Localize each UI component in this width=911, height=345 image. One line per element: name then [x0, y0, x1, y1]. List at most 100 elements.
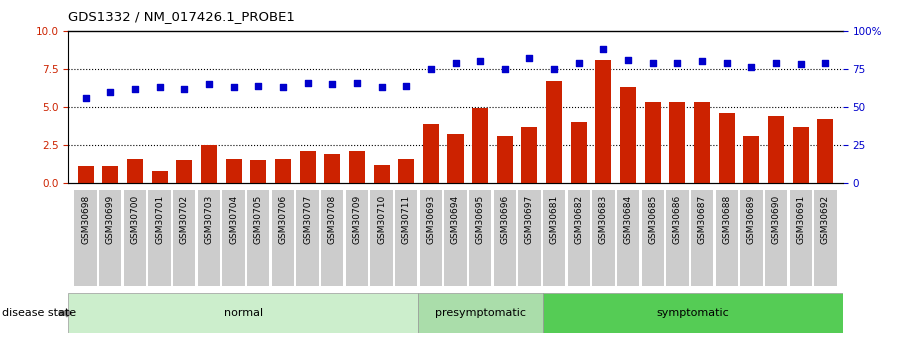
Bar [371, 190, 393, 286]
Bar [99, 190, 121, 286]
Bar [398, 159, 415, 183]
Text: GDS1332 / NM_017426.1_PROBE1: GDS1332 / NM_017426.1_PROBE1 [68, 10, 295, 23]
Point [720, 60, 734, 66]
Bar [447, 134, 464, 183]
Point [128, 86, 142, 91]
Text: GSM30687: GSM30687 [698, 195, 707, 244]
Point [325, 81, 340, 87]
Text: GSM30695: GSM30695 [476, 195, 485, 244]
Bar [201, 145, 217, 183]
Point [448, 60, 463, 66]
Bar [620, 87, 636, 183]
Bar [198, 190, 220, 286]
Bar [543, 190, 565, 286]
Text: GSM30697: GSM30697 [525, 195, 534, 244]
Text: GSM30682: GSM30682 [574, 195, 583, 244]
Bar [420, 190, 442, 286]
Text: GSM30704: GSM30704 [229, 195, 238, 244]
Point [769, 60, 783, 66]
Point [497, 66, 512, 72]
Text: GSM30708: GSM30708 [328, 195, 337, 244]
Bar [596, 60, 611, 183]
Bar [571, 122, 587, 183]
Point [522, 56, 537, 61]
Point [818, 60, 833, 66]
Bar [226, 159, 241, 183]
Text: GSM30699: GSM30699 [106, 195, 115, 244]
Bar [445, 190, 466, 286]
Bar [790, 190, 812, 286]
Point [793, 62, 808, 67]
Bar [765, 190, 787, 286]
Bar [324, 154, 340, 183]
Bar [469, 190, 491, 286]
Bar [617, 190, 640, 286]
Point [399, 83, 414, 88]
Bar [691, 190, 713, 286]
Point [473, 59, 487, 64]
Bar [148, 190, 170, 286]
Bar [768, 116, 784, 183]
Text: GSM30701: GSM30701 [155, 195, 164, 244]
Text: GSM30693: GSM30693 [426, 195, 435, 244]
Bar [77, 166, 94, 183]
Bar [592, 190, 615, 286]
Point [620, 57, 635, 63]
Text: GSM30711: GSM30711 [402, 195, 411, 244]
Point [177, 86, 191, 91]
Point [744, 65, 759, 70]
Text: GSM30710: GSM30710 [377, 195, 386, 244]
Bar [670, 102, 685, 183]
Bar [496, 136, 513, 183]
Bar [395, 190, 417, 286]
Point [201, 81, 216, 87]
Bar [521, 127, 537, 183]
Text: GSM30700: GSM30700 [130, 195, 139, 244]
Bar [817, 119, 834, 183]
Bar [300, 151, 315, 183]
Text: GSM30689: GSM30689 [747, 195, 756, 244]
Text: GSM30705: GSM30705 [253, 195, 262, 244]
Bar [127, 159, 143, 183]
Bar [741, 190, 763, 286]
Point [646, 60, 660, 66]
Bar [494, 190, 516, 286]
Bar [222, 190, 245, 286]
Point [350, 80, 364, 86]
Text: GSM30709: GSM30709 [353, 195, 362, 244]
Point [78, 95, 93, 101]
Bar [543, 293, 843, 333]
Text: GSM30681: GSM30681 [549, 195, 558, 244]
Bar [296, 190, 319, 286]
Text: symptomatic: symptomatic [657, 308, 729, 318]
Text: GSM30688: GSM30688 [722, 195, 732, 244]
Text: GSM30691: GSM30691 [796, 195, 805, 244]
Bar [271, 190, 294, 286]
Point [103, 89, 118, 95]
Bar [251, 160, 266, 183]
Point [596, 47, 610, 52]
Bar [151, 171, 168, 183]
Bar [247, 190, 270, 286]
Text: GSM30698: GSM30698 [81, 195, 90, 244]
Point [301, 80, 315, 86]
Bar [568, 190, 590, 286]
Bar [75, 190, 97, 286]
Bar [641, 190, 664, 286]
Bar [793, 127, 809, 183]
Point [571, 60, 586, 66]
Text: GSM30683: GSM30683 [599, 195, 608, 244]
Point [251, 83, 265, 88]
Text: GSM30696: GSM30696 [500, 195, 509, 244]
Text: presymptomatic: presymptomatic [435, 308, 526, 318]
Bar [176, 160, 192, 183]
Text: GSM30690: GSM30690 [772, 195, 781, 244]
Bar [346, 190, 368, 286]
Text: normal: normal [223, 308, 262, 318]
Bar [814, 190, 836, 286]
Bar [518, 190, 540, 286]
Bar [423, 124, 439, 183]
Text: GSM30685: GSM30685 [649, 195, 658, 244]
Text: GSM30684: GSM30684 [624, 195, 632, 244]
Text: GSM30707: GSM30707 [303, 195, 312, 244]
